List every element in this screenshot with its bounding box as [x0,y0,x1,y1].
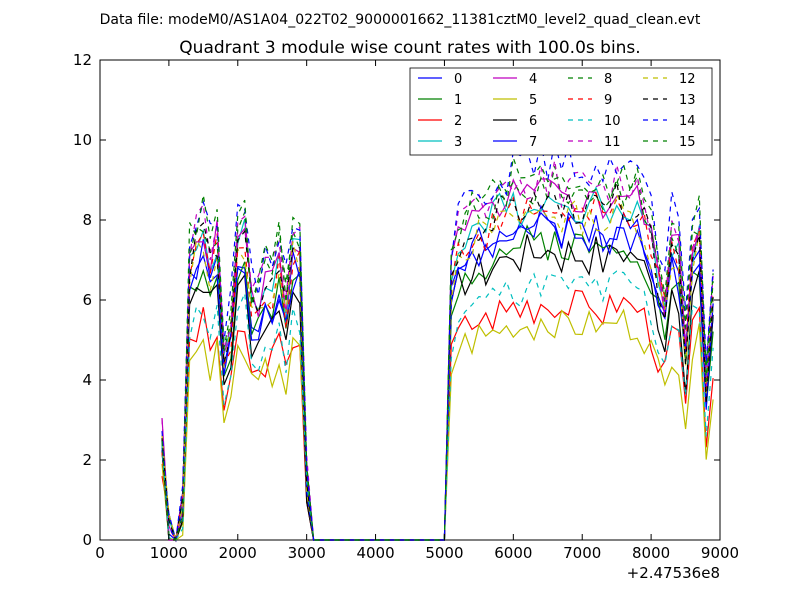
x-offset-label: +2.47536e8 [627,564,720,582]
legend-label-2: 2 [454,114,462,129]
x-tick-label: 8000 [632,544,670,562]
x-tick-label: 9000 [701,544,739,562]
x-tick-label: 2000 [219,544,257,562]
series-layer [161,141,714,543]
legend-label-3: 3 [454,135,462,150]
legend-label-9: 9 [604,93,612,108]
x-ticks: 0 1000 2000 3000 4000 5000 6000 7000 8000 9000 [95,60,739,562]
legend-label-5: 5 [529,93,537,108]
y-tick-label: 12 [73,51,92,69]
legend-label-15: 15 [679,135,696,150]
x-tick-label: 6000 [494,544,532,562]
x-tick-label: 0 [95,544,105,562]
legend-label-7: 7 [529,135,537,150]
y-tick-label: 2 [82,451,92,469]
legend-label-0: 0 [454,72,462,87]
series-11-line [161,160,714,541]
legend-label-4: 4 [529,72,537,87]
legend-label-1: 1 [454,93,462,108]
series-15-line [161,157,714,542]
series-13-line [161,181,714,543]
x-tick-label: 1000 [150,544,188,562]
legend-label-14: 14 [679,114,696,129]
y-tick-label: 6 [82,291,92,309]
legend-label-13: 13 [679,93,696,108]
legend-label-6: 6 [529,114,537,129]
legend-label-12: 12 [679,72,696,87]
x-tick-label: 4000 [356,544,394,562]
y-tick-label: 8 [82,211,92,229]
series-12-line [161,192,714,541]
legend-label-8: 8 [604,72,612,87]
suptitle: Data file: modeM0/AS1A04_022T02_90000016… [100,12,701,28]
x-tick-label: 7000 [563,544,601,562]
series-14-line [161,141,714,542]
x-tick-label: 3000 [288,544,326,562]
legend-label-11: 11 [604,135,621,150]
x-tick-label: 5000 [425,544,463,562]
legend-label-10: 10 [604,114,621,129]
y-tick-label: 10 [73,131,92,149]
y-tick-label: 4 [82,371,92,389]
y-tick-label: 0 [82,531,92,549]
legend-frame [409,67,713,156]
chart-title: Quadrant 3 module wise count rates with … [179,38,640,58]
